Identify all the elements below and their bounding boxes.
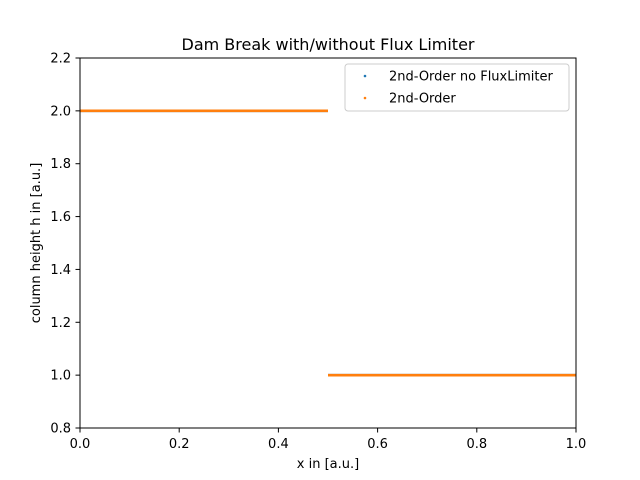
x-tick-label: 1.0 — [566, 437, 587, 452]
x-tick-label: 0.2 — [169, 437, 190, 452]
x-tick-label: 0.0 — [70, 437, 91, 452]
x-tick-label: 0.8 — [466, 437, 487, 452]
legend-marker-no-flux-limiter — [363, 74, 367, 78]
y-tick-label: 1.2 — [50, 316, 71, 331]
y-tick-label: 2.2 — [50, 52, 71, 67]
x-axis: 0.0 0.2 0.4 0.6 0.8 1.0 — [70, 428, 587, 452]
plot-frame — [79, 57, 577, 429]
legend-label-no-flux-limiter: 2nd-Order no FluxLimiter — [389, 70, 553, 85]
legend-label-second-order: 2nd-Order — [389, 92, 456, 107]
y-axis: 0.8 1.0 1.2 1.4 1.6 1.8 2.0 2.2 — [50, 52, 80, 437]
x-tick-label: 0.4 — [268, 437, 289, 452]
y-axis-label: column height h in [a.u.] — [29, 163, 44, 324]
legend: 2nd-Order no FluxLimiter 2nd-Order — [344, 63, 570, 112]
y-tick-label: 1.0 — [50, 369, 71, 384]
y-tick-label: 1.8 — [50, 157, 71, 172]
chart-title: Dam Break with/without Flux Limiter — [182, 35, 475, 54]
y-tick-label: 2.0 — [50, 104, 71, 119]
legend-box — [344, 63, 570, 112]
x-axis-label: x in [a.u.] — [297, 457, 359, 472]
y-tick-label: 1.6 — [50, 210, 71, 225]
plot-area — [80, 109, 576, 377]
legend-marker-second-order — [363, 96, 367, 100]
y-tick-label: 0.8 — [50, 422, 71, 437]
y-tick-label: 1.4 — [50, 263, 71, 278]
x-tick-label: 0.6 — [367, 437, 388, 452]
